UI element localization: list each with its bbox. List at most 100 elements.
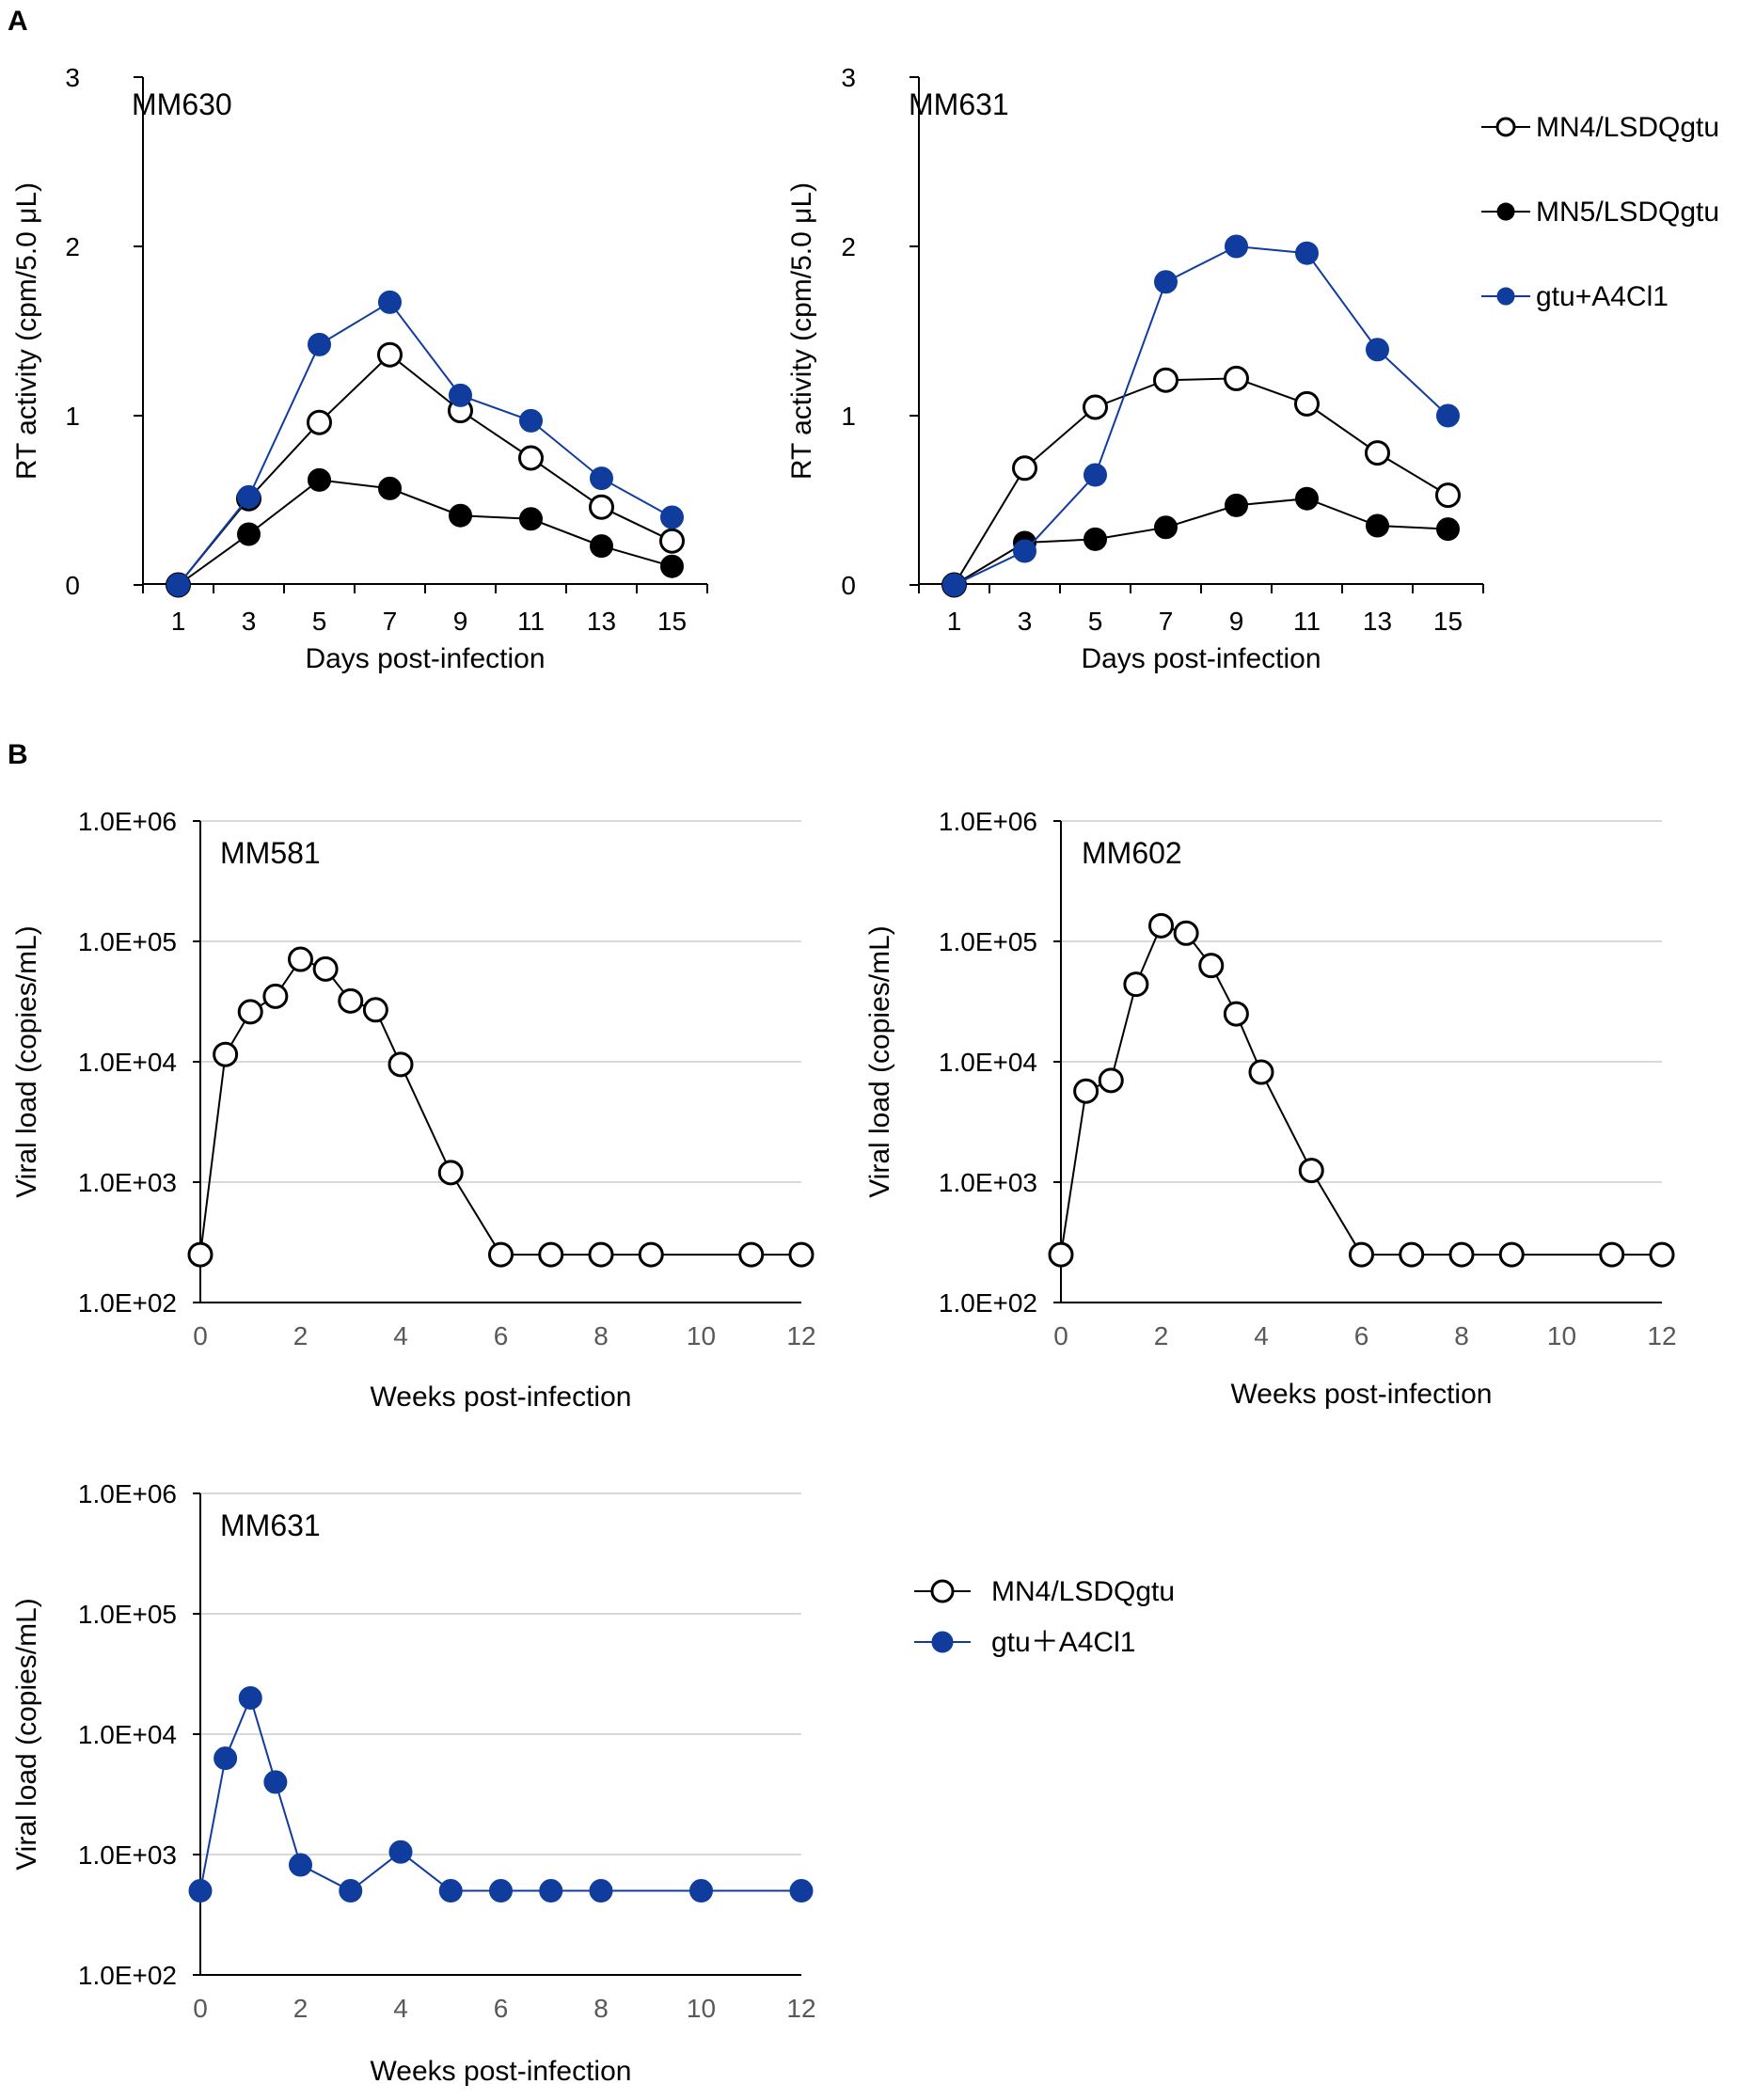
legend-label: gtu＋A4Cl1	[991, 1627, 1135, 1658]
x-tick-label: 15	[657, 607, 687, 636]
x-tick-label: 4	[393, 1321, 408, 1350]
data-point-gtu-a4cl1	[1225, 234, 1248, 259]
x-tick-label: 9	[1229, 607, 1244, 636]
data-point-gtu-a4cl1	[519, 408, 543, 433]
x-tick-label: 8	[593, 1994, 609, 2023]
x-tick-label: 2	[1154, 1321, 1169, 1350]
data-point-gtu-a4cl1	[689, 1879, 713, 1903]
data-point-mn4-lsdqgtu	[1298, 1158, 1324, 1184]
x-tick-label: 13	[587, 607, 616, 636]
data-point-gtu-a4cl1	[1295, 241, 1319, 265]
x-tick-label: 5	[312, 607, 327, 636]
x-tick-label: 3	[242, 607, 257, 636]
data-point-mn5-lsdqgtu	[1154, 515, 1178, 540]
data-point-mn4-lsdqgtu	[187, 1241, 214, 1268]
data-point-gtu-a4cl1	[238, 1685, 262, 1710]
x-axis-label: Weeks post-infection	[1231, 1379, 1493, 1410]
data-point-gtu-a4cl1	[1084, 463, 1107, 487]
data-point-mn4-lsdqgtu	[1012, 455, 1037, 482]
x-tick-label: 0	[193, 1994, 208, 2023]
y-axis-label: Viral load (copies/mL)	[11, 925, 42, 1198]
x-tick-label: 12	[786, 1321, 815, 1350]
data-point-mn4-lsdqgtu	[1123, 971, 1149, 998]
data-point-mn4-lsdqgtu	[1599, 1241, 1625, 1268]
legend-panel-a: MN4/LSDQgtu MN5/LSDQgtu gtu+A4Cl1	[1481, 112, 1719, 312]
x-tick-label: 6	[1354, 1321, 1369, 1350]
series-line-gtu-a4cl1	[954, 245, 1449, 586]
legend-label: MN4/LSDQgtu	[1536, 112, 1719, 143]
y-tick-label: 1.0E+02	[78, 1961, 177, 1990]
legend-label: MN4/LSDQgtu	[991, 1576, 1175, 1607]
chart-title: MM581	[220, 836, 321, 870]
panel-letter-a: A	[8, 6, 28, 37]
x-tick-label: 0	[193, 1321, 208, 1350]
data-point-gtu-a4cl1	[589, 1879, 613, 1903]
data-point-mn4-lsdqgtu	[1073, 1078, 1099, 1104]
data-point-mn4-lsdqgtu	[1399, 1241, 1425, 1268]
data-point-gtu-a4cl1	[214, 1746, 238, 1771]
y-tick-label: 1.0E+05	[78, 1600, 177, 1629]
data-point-gtu-a4cl1	[942, 573, 966, 597]
y-tick-label: 1.0E+06	[78, 1479, 177, 1508]
data-point-gtu-a4cl1	[339, 1879, 363, 1903]
data-point-mn4-lsdqgtu	[1048, 1241, 1074, 1268]
data-point-mn5-lsdqgtu	[519, 507, 543, 531]
data-point-mn4-lsdqgtu	[362, 997, 388, 1023]
x-tick-label: 2	[293, 1994, 308, 2023]
data-point-mn4-lsdqgtu	[1153, 367, 1178, 393]
data-point-mn4-lsdqgtu	[338, 987, 364, 1014]
data-point-mn4-lsdqgtu	[788, 1241, 815, 1268]
data-point-gtu-a4cl1	[438, 1879, 463, 1903]
x-axis-label: Days post-infection	[1081, 643, 1321, 674]
series-line-mn4-lsdqgtu	[1060, 924, 1662, 1256]
data-point-mn5-lsdqgtu	[378, 476, 402, 500]
data-point-mn4-lsdqgtu	[1248, 1059, 1274, 1085]
series-line-mn5-lsdqgtu	[177, 479, 672, 586]
data-point-gtu-a4cl1	[188, 1879, 213, 1903]
data-point-mn4-lsdqgtu	[388, 1051, 414, 1078]
x-tick-label: 3	[1018, 607, 1033, 636]
data-point-mn5-lsdqgtu	[1225, 493, 1248, 517]
x-tick-label: 11	[1293, 607, 1321, 636]
x-tick-label: 2	[293, 1321, 308, 1350]
y-tick-label: 1.0E+03	[939, 1168, 1037, 1197]
y-tick-label: 1.0E+03	[78, 1840, 177, 1870]
series-line-mn4-lsdqgtu	[953, 377, 1449, 586]
x-tick-label: 8	[593, 1321, 609, 1350]
data-point-gtu-a4cl1	[489, 1879, 513, 1903]
x-axis-label: Weeks post-infection	[371, 2056, 632, 2087]
data-point-gtu-a4cl1	[789, 1879, 814, 1903]
y-tick-label: 1	[841, 402, 856, 431]
data-point-mn4-lsdqgtu	[262, 983, 289, 1009]
data-point-mn4-lsdqgtu	[1349, 1241, 1374, 1268]
data-point-gtu-a4cl1	[289, 1853, 312, 1877]
data-point-gtu-a4cl1	[1013, 539, 1036, 563]
y-tick-label: 1.0E+04	[78, 1720, 177, 1749]
data-point-mn4-lsdqgtu	[1365, 440, 1390, 466]
data-point-mn4-lsdqgtu	[1083, 394, 1108, 420]
data-point-gtu-a4cl1	[590, 466, 613, 491]
data-point-mn5-lsdqgtu	[1295, 486, 1319, 511]
y-tick-label: 1.0E+04	[939, 1048, 1037, 1077]
data-point-mn4-lsdqgtu	[1098, 1067, 1124, 1094]
y-axis-label: RT activity (cpm/5.0 μL)	[786, 182, 817, 480]
data-point-mn4-lsdqgtu	[1198, 953, 1225, 979]
data-point-mn4-lsdqgtu	[638, 1241, 664, 1268]
y-tick-label: 1.0E+06	[939, 807, 1037, 836]
data-point-mn4-lsdqgtu	[377, 341, 403, 368]
y-axis-label: Viral load (copies/mL)	[864, 925, 895, 1198]
x-tick-label: 12	[1647, 1321, 1676, 1350]
y-tick-label: 1.0E+06	[78, 807, 177, 836]
data-point-gtu-a4cl1	[449, 383, 472, 407]
data-point-mn5-lsdqgtu	[308, 467, 331, 492]
data-point-gtu-a4cl1	[388, 1839, 413, 1864]
data-point-gtu-a4cl1	[166, 573, 190, 597]
legend-panel-b: MN4/LSDQgtu gtu＋A4Cl1	[914, 1576, 1175, 1658]
data-point-mn5-lsdqgtu	[1436, 517, 1460, 542]
x-axis-label: Weeks post-infection	[371, 1382, 632, 1413]
y-tick-label: 3	[841, 63, 856, 92]
series-line-gtu-a4cl1	[177, 301, 672, 586]
x-tick-label: 5	[1088, 607, 1103, 636]
data-point-gtu-a4cl1	[1366, 338, 1389, 362]
data-point-mn4-lsdqgtu	[488, 1241, 514, 1268]
